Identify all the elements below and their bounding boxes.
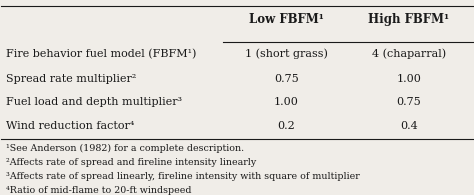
Text: Fuel load and depth multiplier³: Fuel load and depth multiplier³ [6,97,182,107]
Text: 0.75: 0.75 [274,74,299,84]
Text: ¹See Anderson (1982) for a complete description.: ¹See Anderson (1982) for a complete desc… [6,144,244,153]
Text: Spread rate multiplier²: Spread rate multiplier² [6,74,137,84]
Text: 1.00: 1.00 [274,97,299,107]
Text: 4 (chaparral): 4 (chaparral) [372,49,446,59]
Text: High FBFM¹: High FBFM¹ [368,13,449,26]
Text: 1.00: 1.00 [397,74,421,84]
Text: Wind reduction factor⁴: Wind reduction factor⁴ [6,121,135,131]
Text: 0.75: 0.75 [397,97,421,107]
Text: ²Affects rate of spread and fireline intensity linearly: ²Affects rate of spread and fireline int… [6,158,256,167]
Text: ³Affects rate of spread linearly, fireline intensity with square of multiplier: ³Affects rate of spread linearly, fireli… [6,172,360,181]
Text: Fire behavior fuel model (FBFM¹): Fire behavior fuel model (FBFM¹) [6,49,197,59]
Text: 1 (short grass): 1 (short grass) [245,49,328,59]
Text: Low FBFM¹: Low FBFM¹ [249,13,324,26]
Text: 0.4: 0.4 [400,121,418,131]
Text: ⁴Ratio of mid-flame to 20-ft windspeed: ⁴Ratio of mid-flame to 20-ft windspeed [6,186,191,195]
Text: 0.2: 0.2 [278,121,295,131]
